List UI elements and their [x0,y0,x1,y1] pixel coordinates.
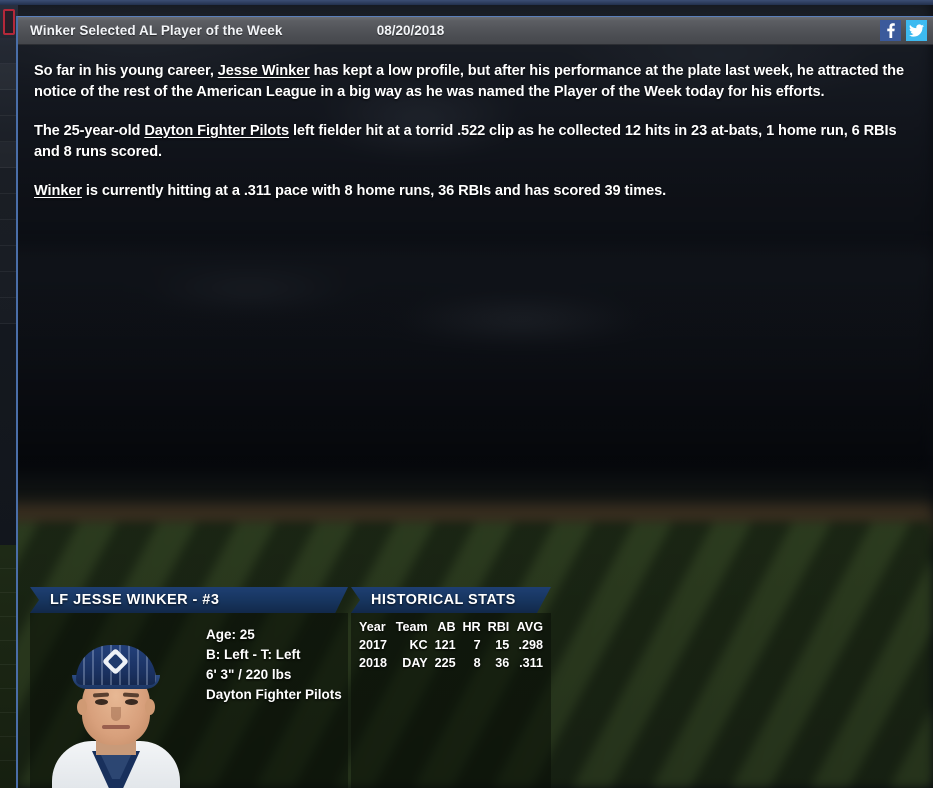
window-title: Winker Selected AL Player of the Week [30,23,283,38]
player-age: Age: 25 [206,627,255,642]
share-buttons [880,20,927,41]
table-row: 2017 KC 121 7 15 .298 [351,636,551,654]
player-portrait[interactable] [30,613,200,788]
player-card-body: Age: 25 B: Left - T: Left 6' 3" / 220 lb… [30,613,348,788]
historical-stats-body: Year Team AB HR RBI AVG 2017 KC 121 [351,613,551,788]
cell-avg: .311 [519,656,543,670]
twitter-share-icon[interactable] [906,20,927,41]
player-card-panel: LF JESSE WINKER - #3 [30,587,348,788]
bottom-panels: LF JESSE WINKER - #3 [22,587,933,788]
ear-left [77,699,87,715]
sidebar-row[interactable] [0,641,18,665]
window-titlebar: Winker Selected AL Player of the Week 08… [18,17,933,45]
player-card-title: LF JESSE WINKER - #3 [50,592,220,608]
eye-right [125,699,138,705]
paragraph-text: has kept a low profile, but after his pe… [34,63,904,100]
historical-stats-panel: HISTORICAL STATS Year Team AB HR RBI AVG [351,587,551,788]
historical-stats-title: HISTORICAL STATS [371,592,516,608]
sidebar-row[interactable] [0,713,18,737]
sidebar-row[interactable] [0,142,18,168]
cell-team: DAY [402,656,428,670]
cell-hr: 8 [473,656,481,670]
column-header-hr: HR [462,620,481,634]
historical-stats-table: Year Team AB HR RBI AVG 2017 KC 121 [351,618,551,672]
historical-stats-banner: HISTORICAL STATS [351,587,551,613]
paragraph-text: is currently hitting at a .311 pace with… [81,183,667,199]
paragraph-text: left fielder hit at a torrid .522 clip a… [34,123,897,160]
cell-year: 2017 [359,638,388,652]
article-paragraph: So far in his young career, Jesse Winker… [34,61,917,102]
cell-year: 2018 [359,656,388,670]
sidebar-row[interactable] [0,168,18,194]
cell-rbi: 15 [495,638,510,652]
sidebar-row[interactable] [0,272,18,298]
sidebar-row[interactable] [0,38,18,64]
eye-left [95,699,108,705]
sidebar-row[interactable] [0,246,18,272]
sidebar-row[interactable] [0,64,18,90]
player-bats-throws: B: Left - T: Left [206,647,301,662]
sidebar-row[interactable] [0,545,18,569]
team-link-dayton-fighter-pilots[interactable]: Dayton Fighter Pilots [144,123,289,139]
player-card-banner: LF JESSE WINKER - #3 [30,587,348,613]
sidebar-row[interactable] [0,90,18,116]
sidebar-row[interactable] [0,689,18,713]
article-paragraph: Winker is currently hitting at a .311 pa… [34,181,917,202]
player-height-weight: 6' 3" / 220 lbs [206,667,292,682]
cell-ab: 121 [434,638,456,652]
sidebar-row[interactable] [0,665,18,689]
highlighted-sidebar-item[interactable] [3,9,15,35]
sidebar-row[interactable] [0,737,18,761]
cell-hr: 7 [473,638,481,652]
cell-ab: 225 [434,656,456,670]
sidebar-row[interactable] [0,569,18,593]
column-header-team: Team [395,620,428,634]
article-paragraph: The 25-year-old Dayton Fighter Pilots le… [34,121,917,162]
column-header-avg: AVG [516,620,543,634]
mouth-shape [102,725,130,729]
column-header-ab: AB [437,620,456,634]
player-team[interactable]: Dayton Fighter Pilots [206,687,342,702]
sidebar-row[interactable] [0,194,18,220]
sidebar-row[interactable] [0,593,18,617]
app-top-border [0,0,933,5]
paragraph-text: The 25-year-old [34,123,145,139]
column-header-rbi: RBI [487,620,510,634]
sidebar-row[interactable] [0,220,18,246]
player-attributes: Age: 25 B: Left - T: Left 6' 3" / 220 lb… [206,625,342,705]
cell-avg: .298 [518,638,543,652]
article-body: So far in his young career, Jesse Winker… [18,45,933,202]
sidebar-row[interactable] [0,298,18,324]
cell-rbi: 36 [495,656,510,670]
table-row: 2018 DAY 225 8 36 .311 [351,654,551,672]
player-link-winker[interactable]: Winker [34,183,82,199]
table-header-row: Year Team AB HR RBI AVG [351,618,551,636]
nose-shape [111,707,121,721]
column-header-year: Year [359,620,386,634]
sidebar-row[interactable] [0,116,18,142]
news-article-window: Winker Selected AL Player of the Week 08… [16,16,933,788]
ear-right [145,699,155,715]
facebook-share-icon[interactable] [880,20,901,41]
background-stands [0,250,933,490]
paragraph-text: So far in his young career, [34,63,218,79]
player-link-jesse-winker[interactable]: Jesse Winker [217,63,310,79]
app-sidebar-sliver-lower[interactable] [0,545,18,788]
sidebar-row[interactable] [0,617,18,641]
cell-team: KC [409,638,428,652]
